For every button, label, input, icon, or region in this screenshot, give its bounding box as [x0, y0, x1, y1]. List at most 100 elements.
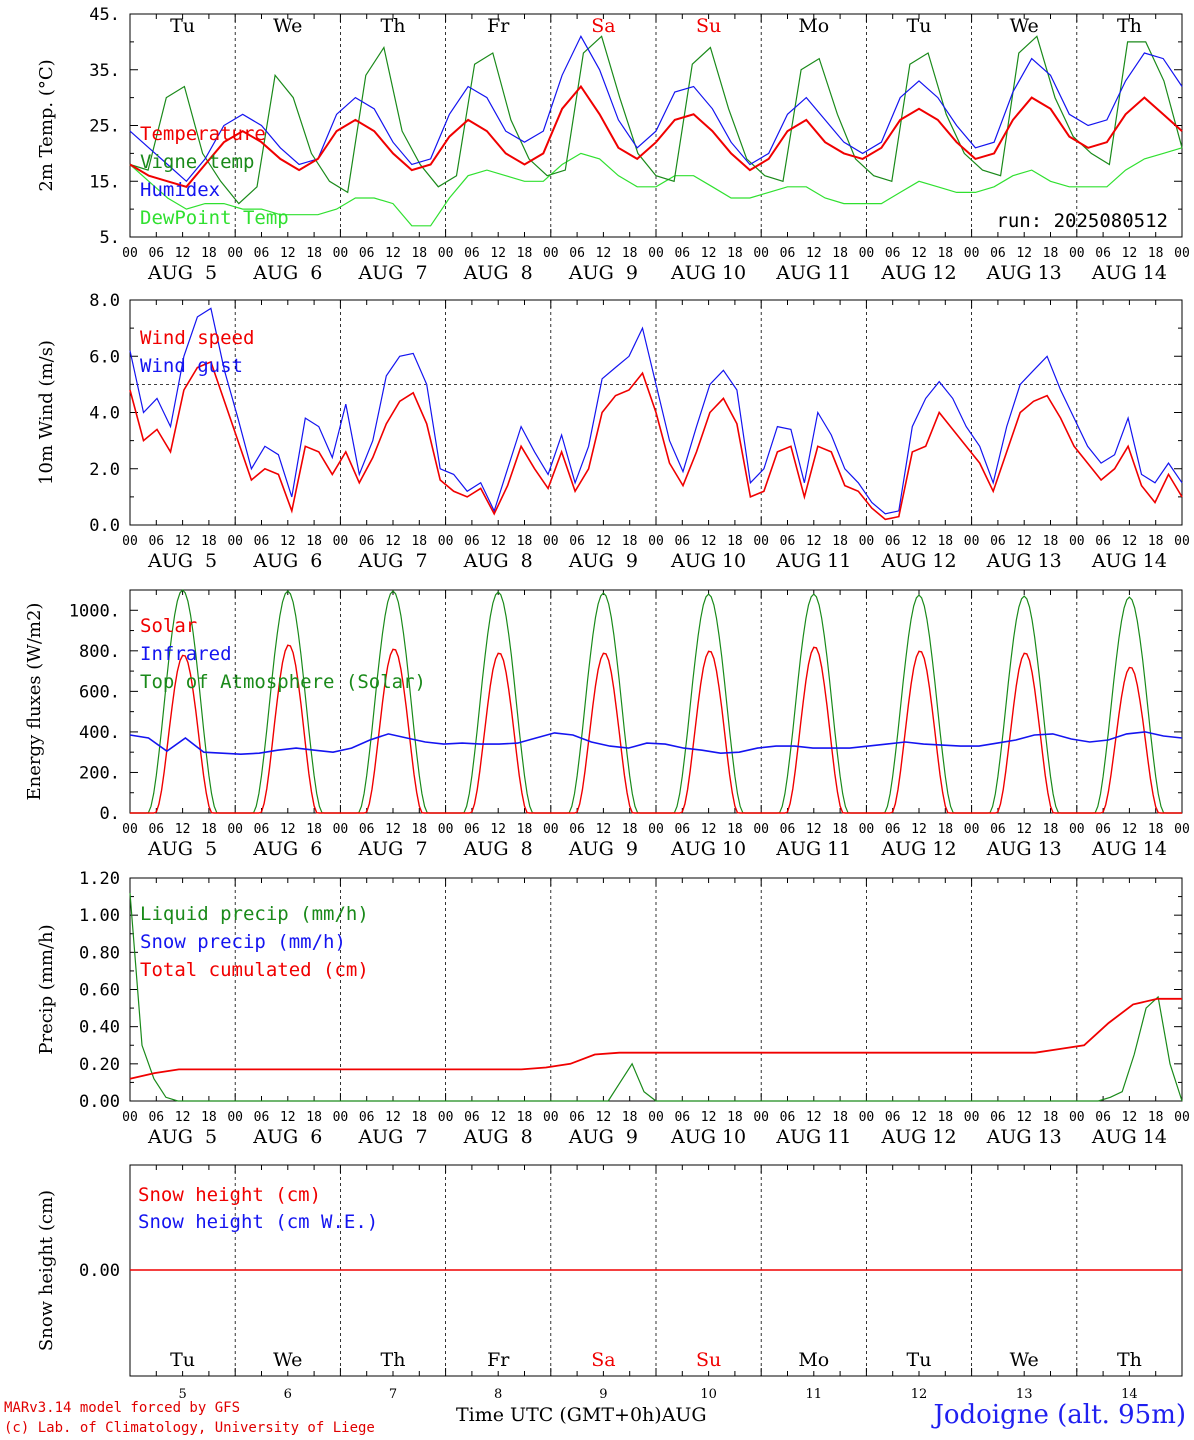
hour-tick-label: 12 — [1016, 822, 1032, 837]
y-axis-title: Energy fluxes (W/m2) — [24, 603, 45, 801]
hour-tick-label: 12 — [385, 822, 401, 837]
hour-tick-label: 12 — [385, 534, 401, 549]
date-label: AUG 9 — [568, 550, 638, 572]
hour-tick-label: 00 — [753, 1110, 769, 1125]
hour-tick-label: 00 — [753, 822, 769, 837]
hour-tick-label: 00 — [859, 534, 875, 549]
hour-tick-label: 12 — [1016, 246, 1032, 261]
hour-tick-label: 18 — [937, 534, 953, 549]
legend-entry: Infrared — [140, 643, 232, 665]
y-axis-title: Precip (mm/h) — [36, 924, 57, 1054]
hour-tick-label: 06 — [254, 534, 270, 549]
run-label: run: 2025080512 — [996, 210, 1168, 232]
infrared-line — [129, 731, 1183, 756]
date-label: AUG 13 — [986, 838, 1062, 860]
date-label: AUG 5 — [147, 262, 217, 284]
y-tick-label: 0.00 — [79, 1261, 120, 1281]
hour-tick-label: 18 — [727, 246, 743, 261]
hour-tick-label: 06 — [569, 822, 585, 837]
hour-tick-label: 12 — [385, 1110, 401, 1125]
day-name: Fr — [487, 15, 510, 37]
lab-credit: (c) Lab. of Climatology, University of L… — [4, 1420, 375, 1436]
y-tick-label: 0.80 — [79, 943, 120, 963]
hour-tick-label: 18 — [832, 822, 848, 837]
hour-tick-label: 18 — [1148, 246, 1164, 261]
hour-tick-label: 18 — [832, 246, 848, 261]
date-number: 12 — [911, 1387, 928, 1402]
date-label: AUG 14 — [1091, 262, 1167, 284]
hour-tick-label: 12 — [1016, 534, 1032, 549]
date-label: AUG 7 — [357, 1126, 427, 1148]
date-label: AUG 8 — [463, 262, 533, 284]
hour-tick-label: 18 — [1043, 246, 1059, 261]
legend-entry: Snow height (cm W.E.) — [138, 1211, 378, 1233]
hour-tick-label: 06 — [990, 246, 1006, 261]
hour-tick-label: 18 — [306, 1110, 322, 1125]
day-name: We — [273, 15, 302, 37]
hour-tick-label: 12 — [490, 822, 506, 837]
wind-gust-line — [129, 307, 1183, 515]
hour-tick-label: 18 — [411, 1110, 427, 1125]
hour-tick-label: 00 — [438, 534, 454, 549]
legend-entry: DewPoint Temp — [140, 207, 289, 229]
y-tick-label: 200. — [79, 763, 120, 783]
hour-tick-label: 12 — [806, 1110, 822, 1125]
date-label: AUG 11 — [775, 550, 851, 572]
hour-tick-label: 06 — [674, 822, 690, 837]
legend-entry: Temperature — [140, 123, 266, 145]
hour-tick-label: 12 — [596, 534, 612, 549]
hour-tick-label: 18 — [517, 246, 533, 261]
hour-tick-label: 00 — [122, 534, 138, 549]
hour-tick-label: 06 — [359, 1110, 375, 1125]
day-name: Sa — [591, 1349, 615, 1371]
hour-tick-label: 06 — [464, 534, 480, 549]
hour-tick-label: 06 — [254, 1110, 270, 1125]
hour-tick-label: 12 — [175, 1110, 191, 1125]
day-name: Tu — [170, 15, 195, 37]
hour-tick-label: 00 — [648, 534, 664, 549]
hour-tick-label: 00 — [1069, 246, 1085, 261]
y-tick-label: 0.0 — [89, 516, 120, 536]
hour-tick-label: 00 — [1069, 822, 1085, 837]
date-number: 6 — [284, 1387, 292, 1402]
hour-tick-label: 06 — [674, 534, 690, 549]
hour-tick-label: 06 — [674, 246, 690, 261]
hour-tick-label: 06 — [1095, 1110, 1111, 1125]
station-name: Jodoigne (alt. 95m) — [933, 1400, 1186, 1430]
date-number: 13 — [1016, 1387, 1033, 1402]
date-number: 5 — [178, 1387, 186, 1402]
hour-tick-label: 00 — [859, 822, 875, 837]
hour-tick-label: 18 — [411, 246, 427, 261]
humidex-line — [129, 34, 1183, 183]
hour-tick-label: 06 — [1095, 822, 1111, 837]
y-tick-label: 6.0 — [89, 347, 120, 367]
hour-tick-label: 18 — [201, 246, 217, 261]
hour-tick-label: 06 — [464, 1110, 480, 1125]
day-name: Th — [381, 1349, 406, 1371]
hour-tick-label: 00 — [333, 534, 349, 549]
legend-entry: Solar — [140, 615, 197, 637]
y-tick-label: 4.0 — [89, 404, 120, 424]
hour-tick-label: 18 — [1043, 822, 1059, 837]
y-tick-label: 45. — [89, 5, 120, 25]
hour-tick-label: 00 — [543, 534, 559, 549]
date-label: AUG 14 — [1091, 550, 1167, 572]
hour-tick-label: 00 — [543, 1110, 559, 1125]
hour-tick-label: 18 — [201, 1110, 217, 1125]
date-number: 11 — [806, 1387, 823, 1402]
date-label: AUG 13 — [986, 1126, 1062, 1148]
x-axis-title: Time UTC (GMT+0h)AUG — [456, 1404, 707, 1426]
hour-tick-label: 00 — [543, 822, 559, 837]
vigne-temp-line — [129, 35, 1183, 205]
hour-tick-label: 00 — [227, 534, 243, 549]
model-credit: MARv3.14 model forced by GFS — [4, 1400, 241, 1416]
y-tick-label: 15. — [89, 172, 120, 192]
hour-tick-label: 00 — [227, 822, 243, 837]
hour-tick-label: 00 — [753, 534, 769, 549]
hour-tick-label: 12 — [1122, 534, 1138, 549]
hour-tick-label: 18 — [1043, 1110, 1059, 1125]
hour-tick-label: 06 — [885, 822, 901, 837]
hour-tick-label: 00 — [333, 1110, 349, 1125]
hour-tick-label: 00 — [1174, 1110, 1190, 1125]
hour-tick-label: 00 — [122, 246, 138, 261]
